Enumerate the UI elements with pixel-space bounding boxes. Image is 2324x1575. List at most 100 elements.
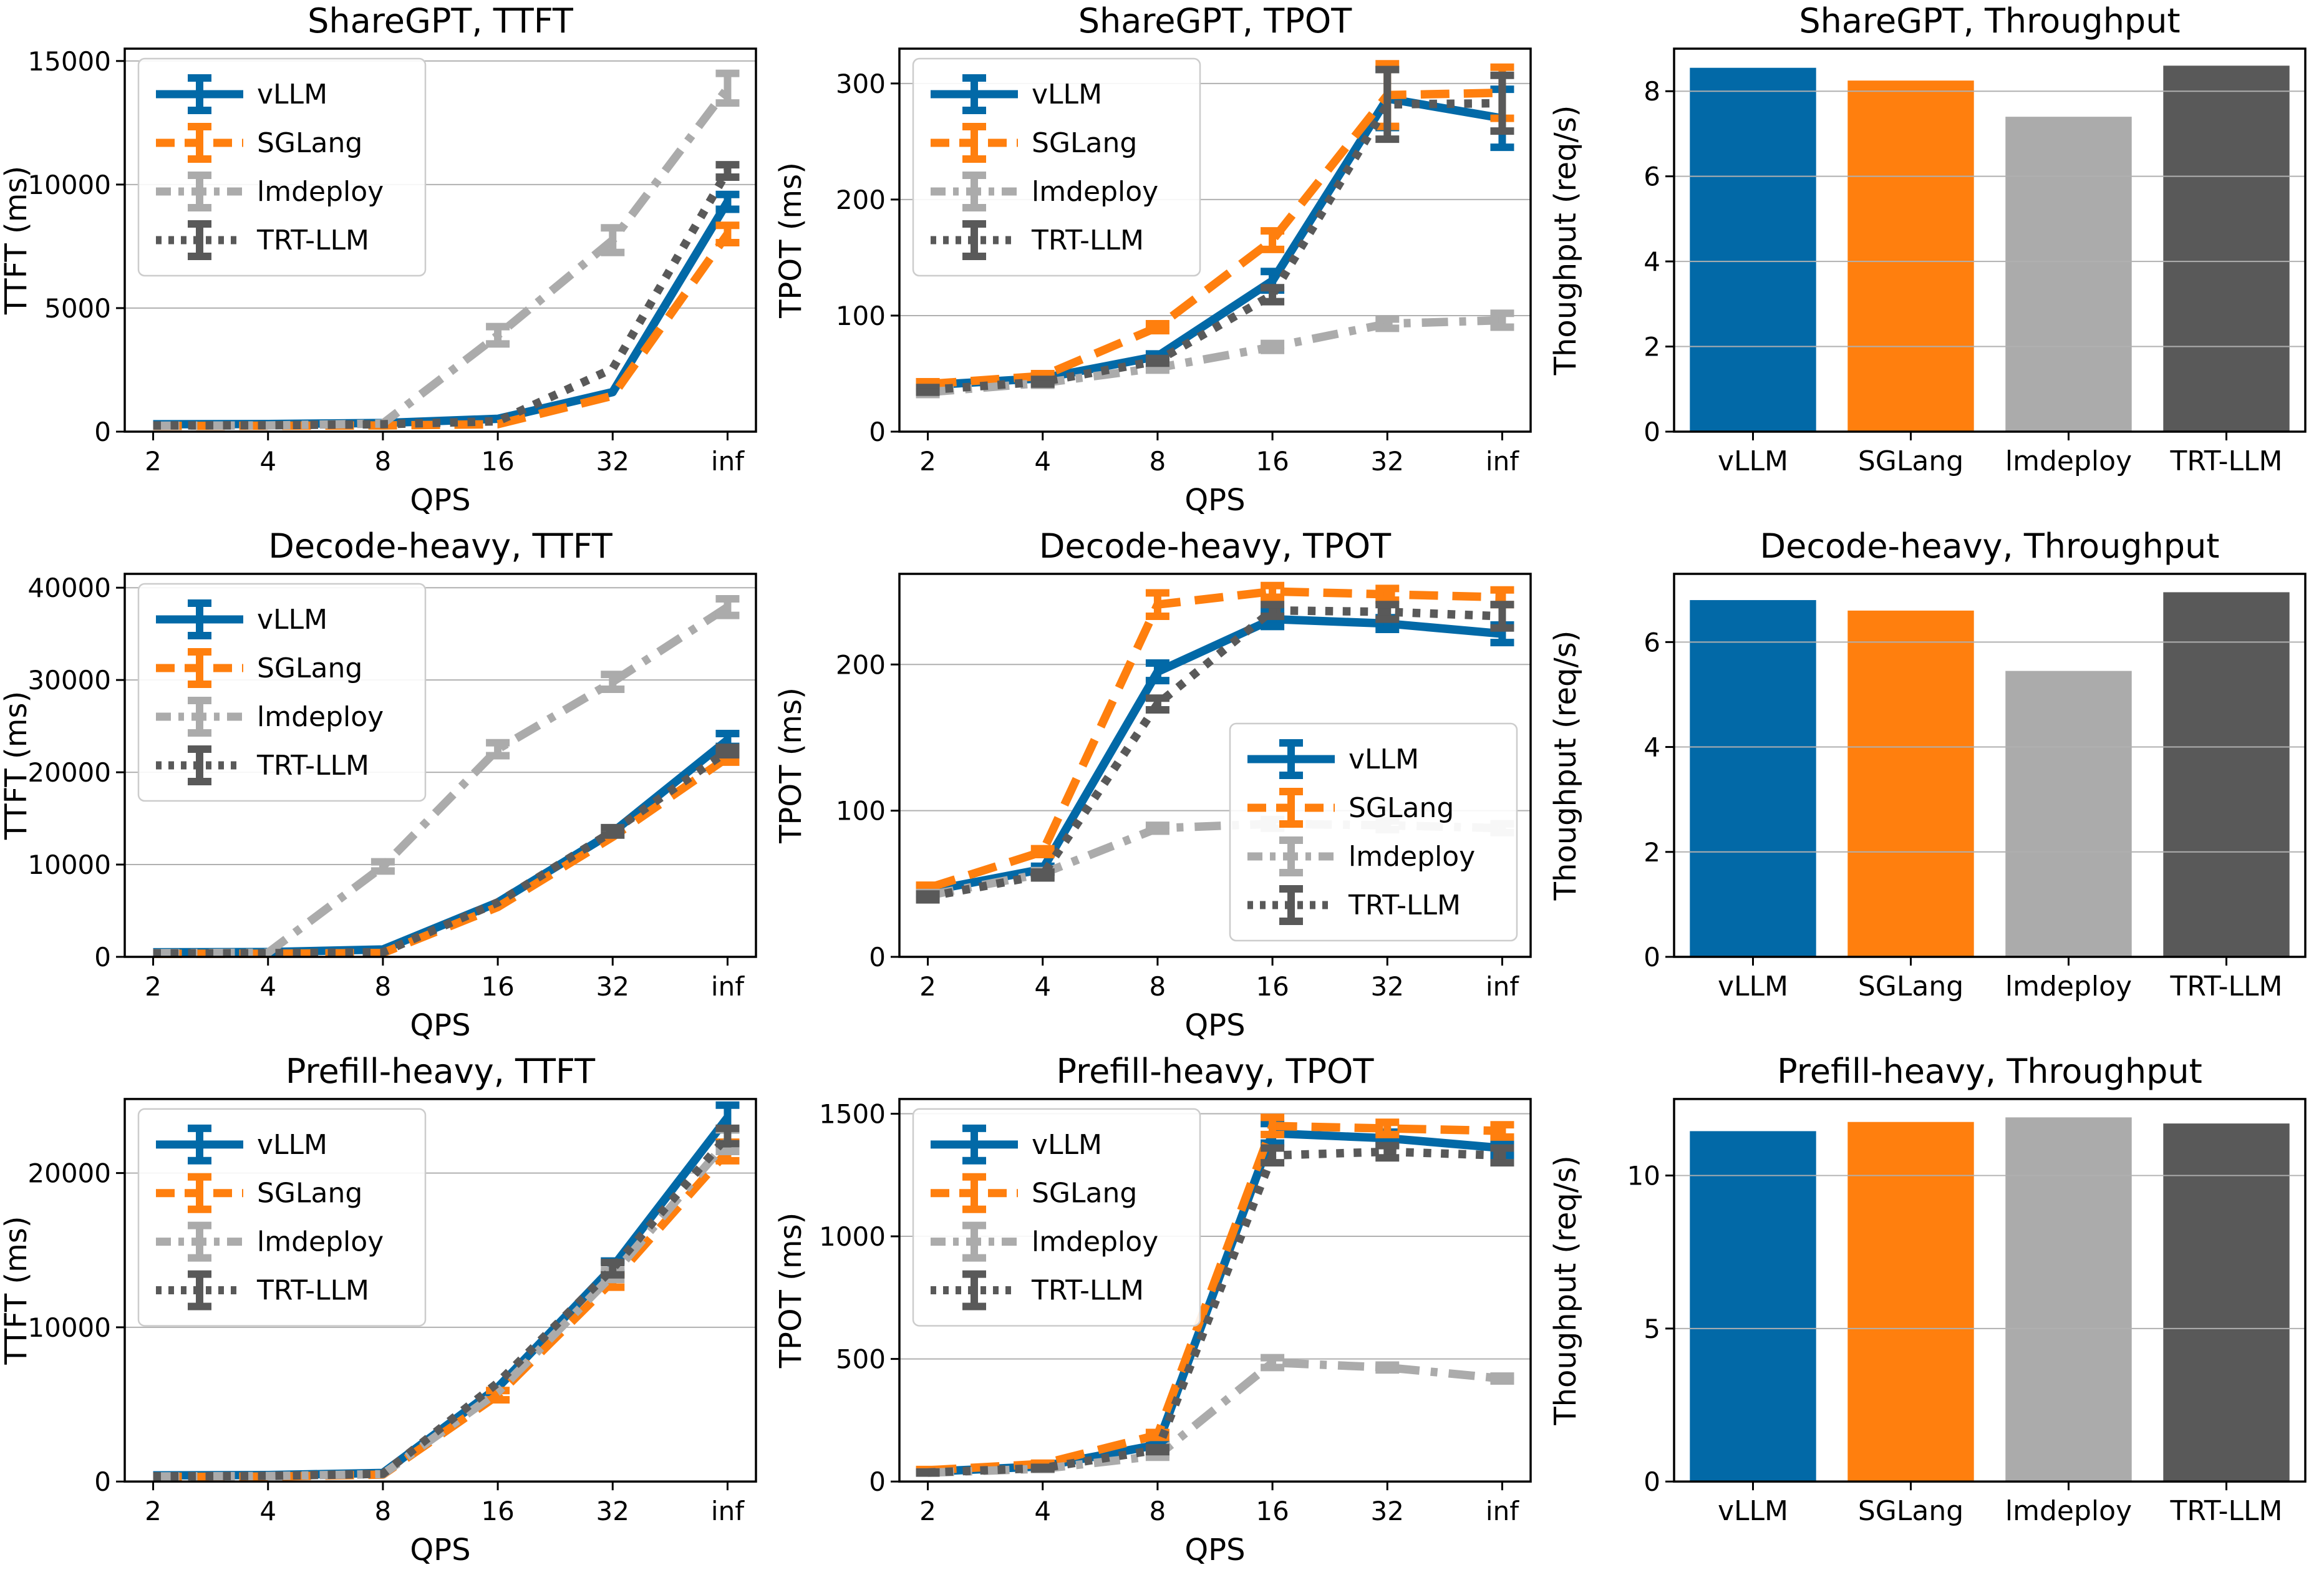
chart-prefill-heavy-throughput: Prefill-heavy, Throughput Thoughput (req/…	[1549, 1052, 2307, 1527]
axes: 0 5 10 vLLM SGLang lmdeploy TRT-LLM	[1627, 1098, 2307, 1527]
legend-label: lmdeploy	[257, 1226, 384, 1258]
legend-entry-lmdeploy: lmdeploy	[156, 1221, 384, 1262]
y-tick-label: 200	[836, 649, 886, 680]
errorbar-lmdeploy	[486, 322, 510, 348]
x-tick-label: lmdeploy	[2005, 971, 2132, 1002]
chart-cell-sharegpt-throughput: ShareGPT, Throughput Thoughput (req/s) 0 2 4…	[1549, 0, 2324, 525]
chart-sharegpt-throughput: ShareGPT, Throughput Thoughput (req/s) 0 2 4…	[1549, 1, 2307, 477]
errorbar-SGLang	[1261, 581, 1285, 601]
legend-errorbar-sample	[188, 745, 211, 785]
errorbar-TRT-LLM	[1261, 284, 1285, 306]
series-line-TRT-LLM	[153, 168, 732, 430]
errorbar-SGLang	[1490, 1121, 1514, 1141]
y-tick-label: 0	[94, 1466, 111, 1497]
x-axis-label: QPS	[1184, 1533, 1245, 1568]
errorbar-lmdeploy	[715, 594, 740, 619]
y-tick-label: 10000	[27, 170, 111, 200]
x-tick-label: 32	[1371, 971, 1404, 1002]
x-tick-label: 32	[596, 446, 629, 477]
x-tick-label: 32	[1371, 446, 1404, 477]
legend-errorbar-sample	[962, 123, 986, 163]
y-tick-label: 15000	[27, 46, 111, 77]
x-tick-label: SGLang	[1858, 1495, 1963, 1527]
legend-entry-SGLang: SGLang	[156, 123, 362, 163]
legend-label: vLLM	[257, 79, 327, 110]
gridlines-over	[1674, 641, 2305, 853]
errorbar-TRT-LLM	[601, 823, 625, 839]
bar-vLLM	[1690, 1131, 1816, 1482]
x-tick-label: 32	[1371, 1496, 1404, 1526]
y-tick-label: 10	[1627, 1161, 1660, 1191]
plot-data	[153, 594, 740, 958]
legend-entry-vLLM: vLLM	[156, 1124, 327, 1165]
x-tick-label: vLLM	[1718, 445, 1788, 477]
y-axis-label: Thoughput (req/s)	[1549, 631, 1583, 901]
plot-frame	[1673, 1098, 2307, 1483]
y-tick-label: 2	[1644, 332, 1660, 362]
x-tick-label: inf	[711, 971, 745, 1002]
bar-vLLM	[1690, 67, 1816, 432]
errorbar-TRT-LLM	[1030, 1463, 1055, 1473]
errorbar-TRT-LLM	[916, 890, 940, 904]
x-tick-label: TRT-LLM	[2170, 1495, 2283, 1527]
series-line-SGLang	[927, 1122, 1503, 1475]
legend-entry-SGLang: SGLang	[156, 648, 362, 688]
errorbar-vLLM	[1145, 659, 1169, 685]
y-tick-label: 6	[1644, 162, 1660, 192]
chart-decode-heavy-ttft: Decode-heavy, TTFT TTFT (ms) 0 10000 20000 30…	[0, 526, 757, 1043]
chart-cell-sharegpt-tpot: ShareGPT, TPOT TPOT (ms) 0 100 200 300 2 4 8 16 32…	[775, 0, 1549, 525]
legend-errorbar-sample	[962, 1270, 986, 1311]
x-axis-label: QPS	[410, 1008, 470, 1043]
errorbar-lmdeploy	[1375, 315, 1400, 332]
legend-label: vLLM	[1032, 1129, 1102, 1161]
axes: 0 2 4 6 8 vLLM SGLang lmdeploy TRT-LLM	[1644, 47, 2307, 477]
errorbar-SGLang	[1030, 845, 1055, 858]
chart-cell-decode-heavy-ttft: Decode-heavy, TTFT TTFT (ms) 0 10000 20000 30…	[0, 525, 775, 1050]
y-axis-label: TPOT (ms)	[775, 1213, 808, 1369]
y-tick-label: 5000	[44, 293, 111, 324]
x-tick-label: 8	[375, 1496, 392, 1526]
series-line-TRT-LLM	[153, 1133, 731, 1481]
errorbar-TRT-LLM	[916, 384, 940, 396]
x-tick-label: 8	[1150, 446, 1166, 477]
y-tick-label: 2	[1644, 837, 1660, 868]
series-line-vLLM	[927, 614, 1503, 896]
y-axis-label: Thoughput (req/s)	[1549, 105, 1583, 376]
legend-label: TRT-LLM	[256, 225, 369, 256]
y-tick-label: 1000	[819, 1221, 886, 1252]
bar-TRT-LLM	[2163, 1123, 2290, 1482]
legend-errorbar-sample	[1279, 739, 1303, 779]
x-tick-label: inf	[1486, 971, 1519, 1002]
plot-frame	[123, 47, 757, 433]
chart-prefill-heavy-tpot: Prefill-heavy, TPOT TPOT (ms) 0 500 1000 1500…	[775, 1052, 1532, 1568]
errorbar-TRT-LLM	[1261, 601, 1285, 620]
errorbar-lmdeploy	[1261, 1354, 1285, 1372]
legend-entry-TRT-LLM: TRT-LLM	[931, 220, 1144, 260]
errorbar-TRT-LLM	[1490, 601, 1514, 632]
errorbar-TRT-LLM	[1490, 71, 1514, 135]
legend-errorbar-sample	[962, 172, 986, 211]
plot-data	[1690, 65, 2290, 432]
x-tick-label: 32	[596, 1496, 629, 1526]
bar-TRT-LLM	[2163, 65, 2290, 432]
x-tick-label: vLLM	[1718, 971, 1788, 1002]
legend: vLLM SGLang lmdeploy TRT-LLM	[137, 57, 427, 277]
legend-entry-TRT-LLM: TRT-LLM	[156, 220, 369, 260]
legend-label: vLLM	[257, 604, 327, 636]
y-tick-label: 0	[869, 417, 886, 447]
bar-SGLang	[1847, 1122, 1974, 1482]
errorbar-TRT-LLM	[1145, 354, 1169, 367]
legend-errorbar-sample	[188, 74, 211, 114]
legend-label: TRT-LLM	[1031, 225, 1144, 256]
gridlines-over	[1674, 1175, 2305, 1329]
y-tick-label: 30000	[27, 665, 111, 695]
legend: vLLM SGLang lmdeploy TRT-LLM	[1229, 722, 1518, 942]
y-tick-label: 4	[1644, 732, 1660, 763]
legend-entry-vLLM: vLLM	[931, 74, 1102, 114]
x-tick-label: 4	[259, 446, 276, 477]
chart-title: ShareGPT, TPOT	[1078, 1, 1353, 41]
y-axis-label: TPOT (ms)	[775, 162, 808, 319]
legend: vLLM SGLang lmdeploy TRT-LLM	[912, 1108, 1201, 1327]
legend-errorbar-sample	[188, 697, 211, 737]
errorbar-TRT-LLM	[1375, 1141, 1400, 1162]
